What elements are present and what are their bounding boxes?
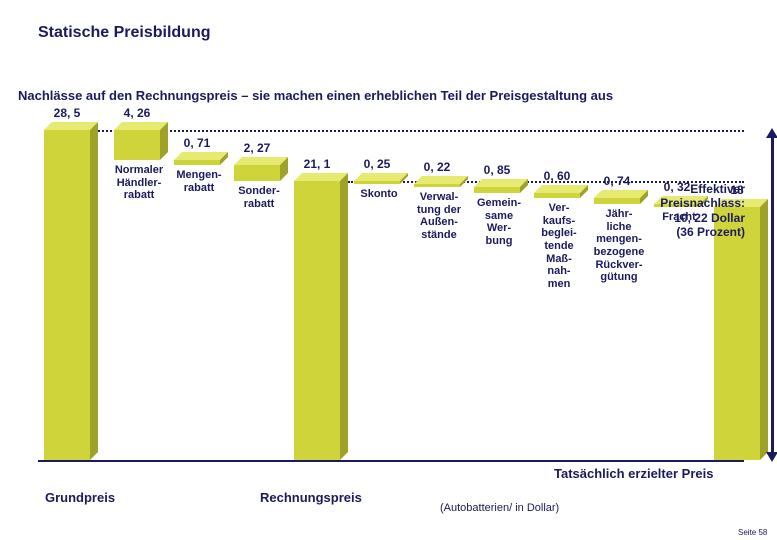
bar-rechnung — [294, 181, 348, 460]
bar-haendler — [114, 130, 168, 160]
bar-verkauf — [534, 193, 588, 198]
value-label: 28, 5 — [38, 106, 96, 120]
value-label: 0, 25 — [348, 157, 406, 171]
value-label: 0, 22 — [408, 160, 466, 174]
range-arrow — [771, 136, 774, 454]
value-label: 0, 71 — [168, 136, 226, 150]
arrow-head-up-icon — [766, 128, 777, 138]
page: { "title": { "text": "Statische Preisbil… — [0, 0, 777, 540]
value-label: 4, 26 — [108, 106, 166, 120]
bar-skonto — [354, 181, 408, 184]
bar-grundpreis — [44, 130, 98, 460]
effective-discount-callout: EffektiverPreisnachlass:10, 22 Dollar(36… — [635, 182, 745, 240]
page-subtitle: Nachlässe auf den Rechnungspreis – sie m… — [18, 88, 613, 103]
bar-werbung — [474, 187, 528, 193]
value-label: 2, 27 — [228, 141, 286, 155]
bar-verwalt — [414, 184, 468, 187]
value-label: 0, 60 — [528, 169, 586, 183]
result-price-label: Tatsächlich erzielter Preis — [554, 466, 713, 481]
bar-sonder — [234, 165, 288, 181]
axis-label-rech: Rechnungspreis — [260, 490, 362, 505]
value-label: 21, 1 — [288, 157, 346, 171]
axis-label-grund: Grundpreis — [45, 490, 115, 505]
category-label: Sonder-rabatt — [224, 185, 294, 210]
page-title: Statische Preisbildung — [38, 24, 210, 42]
baseline — [38, 460, 744, 462]
waterfall-chart: 28, 54, 26NormalerHändler-rabatt0, 71Men… — [38, 130, 744, 460]
chart-note: (Autobatterien/ in Dollar) — [440, 502, 559, 514]
bar-final — [714, 207, 768, 460]
arrow-head-down-icon — [766, 452, 777, 462]
value-label: 0, 85 — [468, 163, 526, 177]
page-footer: Seite 58 — [738, 528, 767, 537]
bar-mengen — [174, 160, 228, 165]
dotted-reference-line — [98, 130, 744, 132]
